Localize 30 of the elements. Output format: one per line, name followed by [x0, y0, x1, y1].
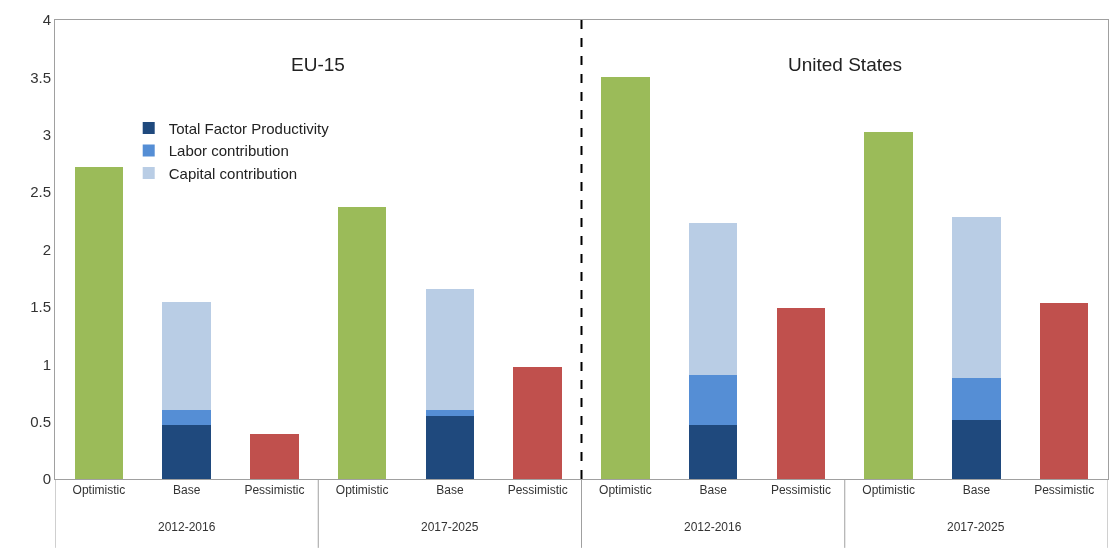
x-tick-label: Pessimistic	[244, 483, 305, 498]
y-tick-label: 0.5	[30, 412, 51, 430]
text: 2017-2025	[421, 520, 479, 534]
text: 2012-2016	[684, 520, 742, 534]
y-tick-label: 0	[42, 470, 51, 488]
x-tick-label: Pessimistic	[1034, 483, 1095, 498]
x-tick-label: Base	[436, 483, 464, 498]
x-tick-label: Base	[962, 483, 991, 498]
x-tick-label: Pessimistic	[507, 483, 568, 498]
x-tick-label: Base	[172, 483, 201, 498]
y-tick-label: 2.5	[30, 183, 51, 201]
x-tick-label: Base	[699, 483, 728, 498]
legend-label: Labor contribution	[168, 142, 289, 160]
legend-label: Capital contribution	[168, 164, 298, 182]
x-tick-label: Pessimistic	[770, 483, 831, 498]
x-tick-label: Optimistic	[72, 483, 126, 498]
y-tick-label: 2	[42, 240, 51, 258]
annotation: United States	[788, 54, 903, 75]
y-tick-label: 3	[42, 126, 51, 143]
y-tick-label: 3.5	[30, 68, 51, 86]
x-tick-label: Optimistic	[862, 483, 915, 498]
text: 2017-2025	[947, 520, 1005, 534]
x-tick-label: Optimistic	[599, 483, 652, 498]
x-tick-label: Optimistic	[335, 483, 389, 498]
y-tick-label: 1	[42, 355, 51, 373]
y-tick-label: 1.5	[30, 298, 51, 316]
legend-label: Total Factor Productivity	[168, 119, 330, 137]
text: 2012-2016	[158, 520, 216, 534]
annotation: EU-15	[291, 54, 345, 75]
y-tick-label: 4	[42, 11, 51, 29]
